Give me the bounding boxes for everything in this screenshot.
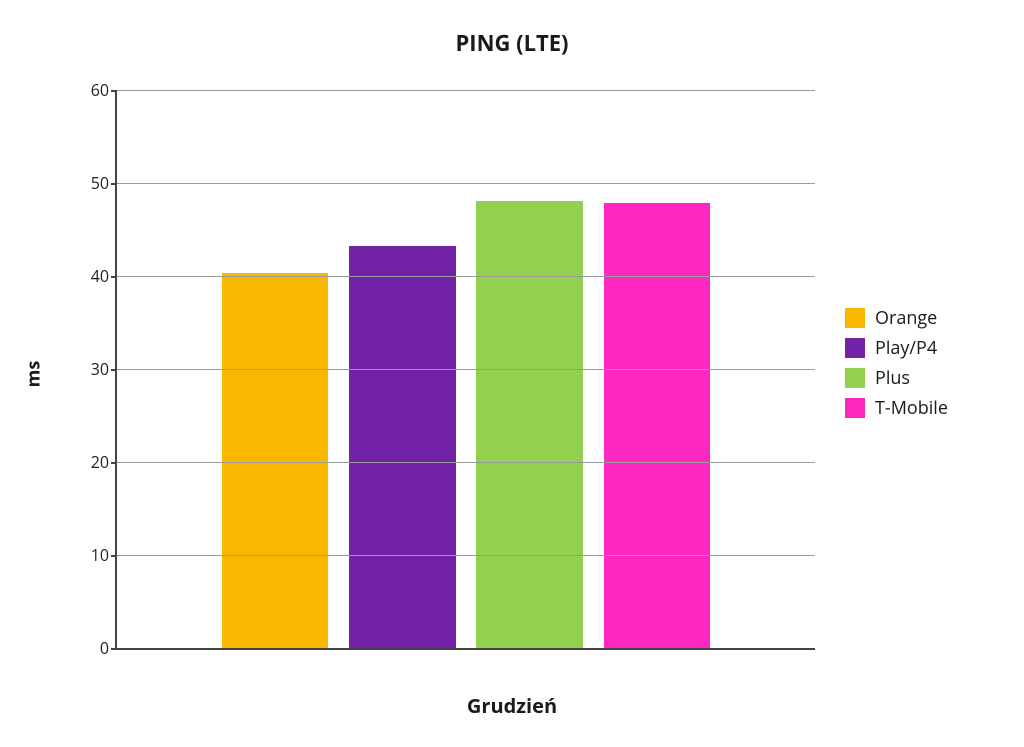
legend-label: T-Mobile — [875, 396, 948, 420]
legend-swatch — [845, 338, 865, 358]
ytick-mark — [111, 555, 117, 557]
bar-t-mobile — [604, 203, 710, 648]
bar-orange — [222, 273, 328, 648]
legend-label: Orange — [875, 306, 937, 330]
ytick-label: 0 — [100, 637, 109, 659]
legend-swatch — [845, 368, 865, 388]
grid-line — [117, 462, 815, 463]
ytick-mark — [111, 462, 117, 464]
ytick-label: 20 — [91, 451, 109, 473]
grid-line — [117, 183, 815, 184]
y-axis-label: ms — [21, 360, 45, 387]
ytick-label: 60 — [91, 79, 109, 101]
ytick-label: 50 — [91, 172, 109, 194]
bar-play-p4 — [349, 246, 455, 648]
bar-plus — [476, 201, 582, 648]
grid-line — [117, 555, 815, 556]
legend-swatch — [845, 398, 865, 418]
legend-swatch — [845, 308, 865, 328]
chart-container: PING (LTE) ms 0102030405060 Grudzień Ora… — [0, 0, 1024, 747]
legend: Orange Play/P4 Plus T-Mobile — [845, 300, 948, 426]
grid-line — [117, 276, 815, 277]
legend-item: T-Mobile — [845, 396, 948, 420]
ytick-mark — [111, 183, 117, 185]
ytick-mark — [111, 369, 117, 371]
chart-title: PING (LTE) — [0, 28, 1024, 58]
ytick-label: 40 — [91, 265, 109, 287]
legend-label: Play/P4 — [875, 336, 937, 360]
ytick-mark — [111, 90, 117, 92]
ytick-label: 30 — [91, 358, 109, 380]
grid-line — [117, 90, 815, 91]
ytick-mark — [111, 648, 117, 650]
legend-label: Plus — [875, 366, 910, 390]
ytick-mark — [111, 276, 117, 278]
ytick-label: 10 — [91, 544, 109, 566]
plot-area: 0102030405060 — [115, 90, 815, 650]
legend-item: Plus — [845, 366, 948, 390]
grid-line — [117, 369, 815, 370]
x-axis-label: Grudzień — [0, 692, 1024, 719]
legend-item: Play/P4 — [845, 336, 948, 360]
legend-item: Orange — [845, 306, 948, 330]
